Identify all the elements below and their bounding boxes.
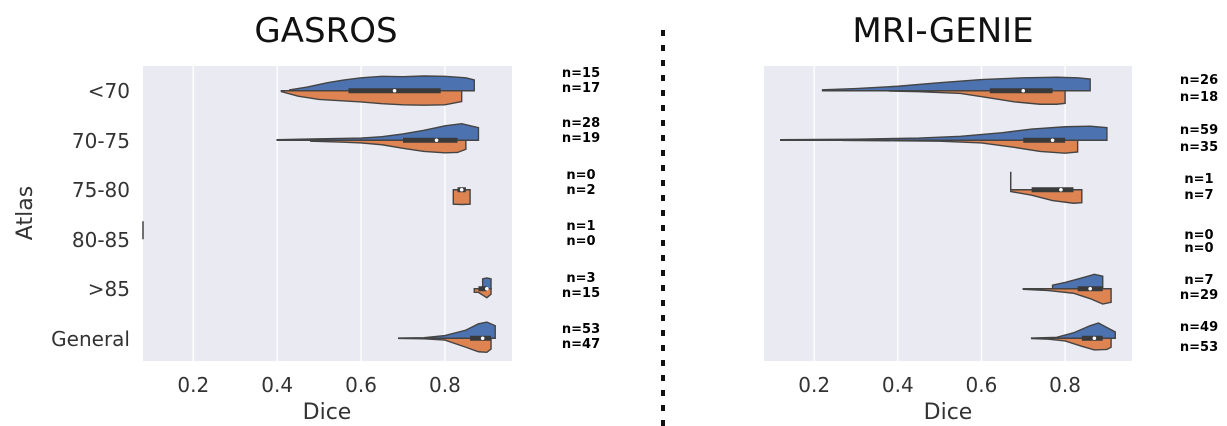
y-tick-label: <70	[88, 79, 130, 103]
x-tick-label: 0.4	[261, 373, 293, 397]
n-label: n=1	[1184, 172, 1213, 187]
y-tick-label: General	[51, 327, 130, 351]
upper-violin-70-75	[780, 125, 1108, 141]
n-label: n=0	[566, 168, 595, 183]
x-tick-label: 0.2	[798, 373, 830, 397]
n-label: n=19	[562, 131, 600, 146]
n-label: n=1	[566, 219, 595, 234]
lower-violin-General	[398, 337, 492, 354]
plot-area-mri-genie	[764, 66, 1132, 361]
chart-title-gasros: GASROS	[254, 11, 397, 51]
n-label: n=0	[1184, 241, 1213, 256]
x-tick-label: 0.6	[966, 373, 998, 397]
n-label: n=53	[1180, 340, 1218, 355]
median-point	[434, 138, 439, 143]
n-label: n=7	[1184, 273, 1213, 288]
lower-violin-70-75	[842, 139, 1079, 154]
upper-violin->85	[1051, 273, 1104, 290]
y-tick-label: >85	[88, 277, 130, 301]
violins-mri-genie	[780, 76, 1116, 351]
n-label: n=26	[1180, 73, 1218, 88]
n-label: n=53	[562, 322, 600, 337]
n-label: n=35	[1180, 140, 1218, 155]
x-tick-label: 0.2	[177, 373, 209, 397]
n-label: n=28	[562, 116, 600, 131]
n-label: n=2	[566, 183, 595, 198]
median-point	[1050, 138, 1055, 143]
median-point	[392, 88, 397, 93]
n-label: n=15	[562, 66, 600, 81]
x-axis-label-mri-genie: Dice	[924, 400, 973, 425]
y-tick-label: 70-75	[72, 129, 130, 153]
lower-violin-70-75	[310, 139, 467, 154]
chart-title-mri-genie: MRI-GENIE	[852, 11, 1033, 51]
n-label: n=17	[562, 81, 600, 96]
n-label: n=49	[1180, 320, 1218, 335]
n-label: n=15	[562, 286, 600, 301]
gridlines-gasros	[192, 66, 446, 361]
y-axis-label: Atlas	[13, 186, 38, 240]
plot-area-gasros	[143, 66, 512, 361]
lower-violin-75-80	[1010, 189, 1083, 204]
lower-violin->85	[1022, 288, 1112, 305]
n-label: n=0	[566, 234, 595, 249]
n-label: n=29	[1180, 288, 1218, 303]
median-point	[1021, 88, 1026, 93]
median-point	[1059, 187, 1063, 192]
x-tick-label: 0.6	[345, 373, 377, 397]
panel-mri-genie: MRI-GENIE Dice 0.2 0.4 0.6 0.8 n=26 n=18…	[764, 11, 1218, 425]
median-point	[1088, 286, 1092, 291]
lower-violin-<70	[280, 90, 463, 106]
lower-violin-<70	[888, 90, 1066, 105]
median-point	[485, 286, 489, 291]
violins-gasros	[142, 75, 496, 354]
lower-violin-75-80	[452, 189, 471, 206]
upper-violin-70-75	[276, 122, 480, 141]
median-point	[480, 336, 485, 341]
y-tick-label: 75-80	[72, 178, 130, 202]
x-tick-label: 0.4	[882, 373, 914, 397]
upper-violin-<70	[821, 76, 1091, 92]
gridlines-mri-genie	[813, 66, 1066, 361]
n-label: n=59	[1180, 123, 1218, 138]
n-label: n=18	[1180, 90, 1218, 105]
n-label: n=47	[562, 337, 600, 352]
panel-gasros: GASROS Dice Atlas 0.2 0.4 0.6 0.8 <70 70…	[13, 11, 600, 425]
n-label: n=3	[566, 271, 595, 286]
x-tick-label: 0.8	[1049, 373, 1081, 397]
x-tick-label: 0.8	[429, 373, 461, 397]
n-label: n=0	[1184, 228, 1213, 243]
x-axis-label-gasros: Dice	[303, 400, 352, 425]
median-point	[459, 187, 464, 192]
lower-violin-General	[1030, 337, 1112, 351]
n-label: n=7	[1184, 188, 1213, 203]
y-tick-label: 80-85	[72, 228, 130, 252]
median-point	[1092, 336, 1097, 341]
upper-violin-<70	[289, 75, 475, 92]
